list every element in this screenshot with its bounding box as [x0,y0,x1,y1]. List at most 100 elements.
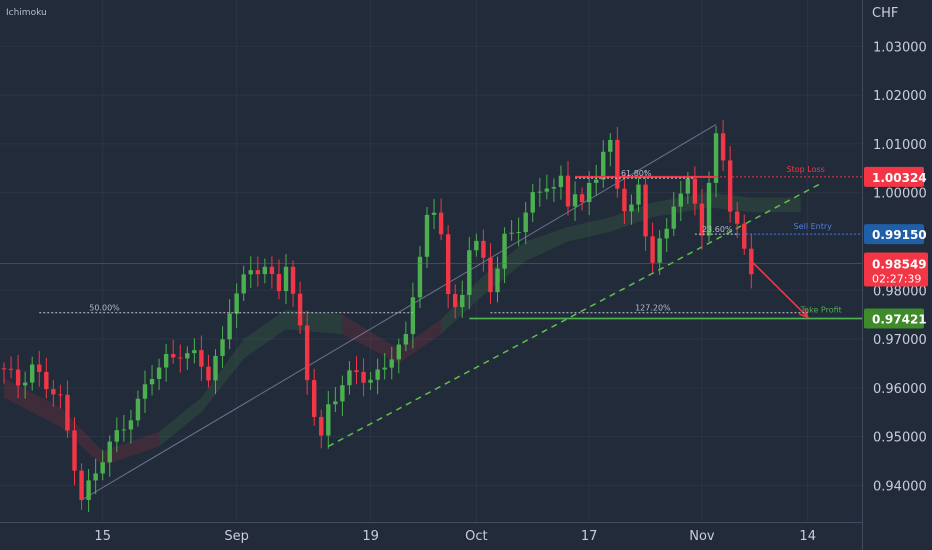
cloud-segment-2 [102,431,160,466]
fib-label-3: 127.20% [635,304,671,313]
candle-body-42 [297,293,303,326]
cloud-segment-12 [568,217,611,242]
candle-body-44 [312,380,317,417]
candle-body-49 [347,370,352,386]
candle-body-3 [22,382,28,386]
sell-entry-badge-text: 0.99150 [872,228,927,242]
candle-body-84 [594,179,599,183]
price-tick-7: 0.95000 [873,431,927,446]
projection-arrow-head [798,308,810,319]
candle-body-73 [516,232,521,234]
candle-body-29 [206,366,211,381]
current-price-badge [864,252,928,287]
candle-body-37 [262,266,268,275]
candle-body-66 [467,250,472,295]
time-tick-2: 19 [362,529,379,544]
candle-body-88 [622,188,627,212]
candle-body-21 [149,379,155,385]
candle-body-70 [495,268,500,293]
price-tick-4: 0.98000 [873,284,927,299]
take-profit-badge [864,308,924,329]
candle-body-39 [276,274,282,292]
candle-body-52 [368,379,373,383]
candle-body-91 [643,184,648,237]
candle-body-34 [241,274,246,294]
candle-body-102 [720,133,726,161]
indicator-label[interactable]: Ichimoku [6,8,47,18]
candle-body-20 [142,384,148,399]
price-tick-1: 1.02000 [873,89,927,104]
fib-label-0: 61.80% [621,169,652,178]
candle-body-31 [220,339,225,356]
candle-body-30 [213,355,218,381]
candle-body-63 [445,234,451,295]
candle-body-62 [438,212,444,235]
candle-body-85 [601,151,606,180]
time-tick-5: Nov [689,529,715,544]
projection-arrow-line [750,260,809,318]
candle-body-96 [678,193,683,207]
fib-label-1: 23.60% [702,225,733,234]
grid [0,0,862,522]
candle-body-9 [65,394,70,431]
price-axis-ticks: 1.03000 1.02000 1.01000 1.00000 0.98000 0.970… [873,40,927,494]
candle-body-60 [424,214,430,257]
candle-body-7 [51,389,56,395]
stop-loss-label: Stop Loss [787,165,825,174]
price-tick-6: 0.96000 [873,382,927,397]
trendlines [81,123,823,501]
candle-body-25 [178,357,183,359]
stop-loss-badge-text: 1.00324 [872,171,927,185]
candle-body-72 [509,232,514,234]
candle-body-76 [537,191,542,193]
time-axis-ticks: 15 Sep 19 Oct 17 Nov 14 [94,529,816,544]
fib-levels: 61.80% 23.60% 50.00% 127.20% [39,169,808,314]
candle-body-28 [199,350,204,367]
candle-body-93 [657,238,662,263]
cloud-segment-4 [201,339,244,413]
candle-body-101 [713,133,719,183]
candle-body-78 [551,187,557,189]
candle-body-53 [375,369,380,380]
candle-body-16 [114,430,119,442]
candle-body-0 [1,368,7,370]
candle-body-41 [290,266,296,294]
sell-entry-label: Sell Entry [794,222,833,231]
time-axis-background [0,522,862,550]
time-tick-6: 14 [799,529,816,544]
candle-body-40 [283,266,289,292]
candle-body-99 [699,203,705,236]
candle-body-50 [354,370,359,372]
time-tick-0: 15 [94,529,111,544]
candle-body-24 [171,354,176,358]
candle-body-83 [586,182,592,203]
candle-body-1 [8,368,14,370]
cloud-segment-1 [60,407,103,466]
candle-body-95 [671,206,676,229]
price-tick-2: 1.01000 [873,138,927,153]
candle-body-68 [481,240,486,258]
candle-body-100 [706,182,712,236]
candle-body-77 [544,188,550,192]
candle-body-90 [636,184,641,205]
current-price-text: 0.98549 [872,257,927,271]
cloud-segment-3 [159,397,202,447]
candle-body-11 [79,470,84,500]
candle-body-81 [572,194,578,207]
candle-body-27 [192,350,197,354]
sell-entry-badge [864,224,924,245]
cloud-segment-8 [398,319,442,364]
candle-body-26 [185,353,190,359]
cloud-segment-11 [525,226,568,261]
plot-background [0,0,862,522]
lower-trendline [327,182,823,448]
candle-body-51 [361,371,366,383]
candle-body-65 [460,294,465,308]
candle-body-82 [579,194,585,203]
upper-trendline [81,123,717,501]
candle-body-80 [565,175,571,207]
candle-body-69 [488,257,493,293]
time-tick-4: 17 [581,529,598,544]
